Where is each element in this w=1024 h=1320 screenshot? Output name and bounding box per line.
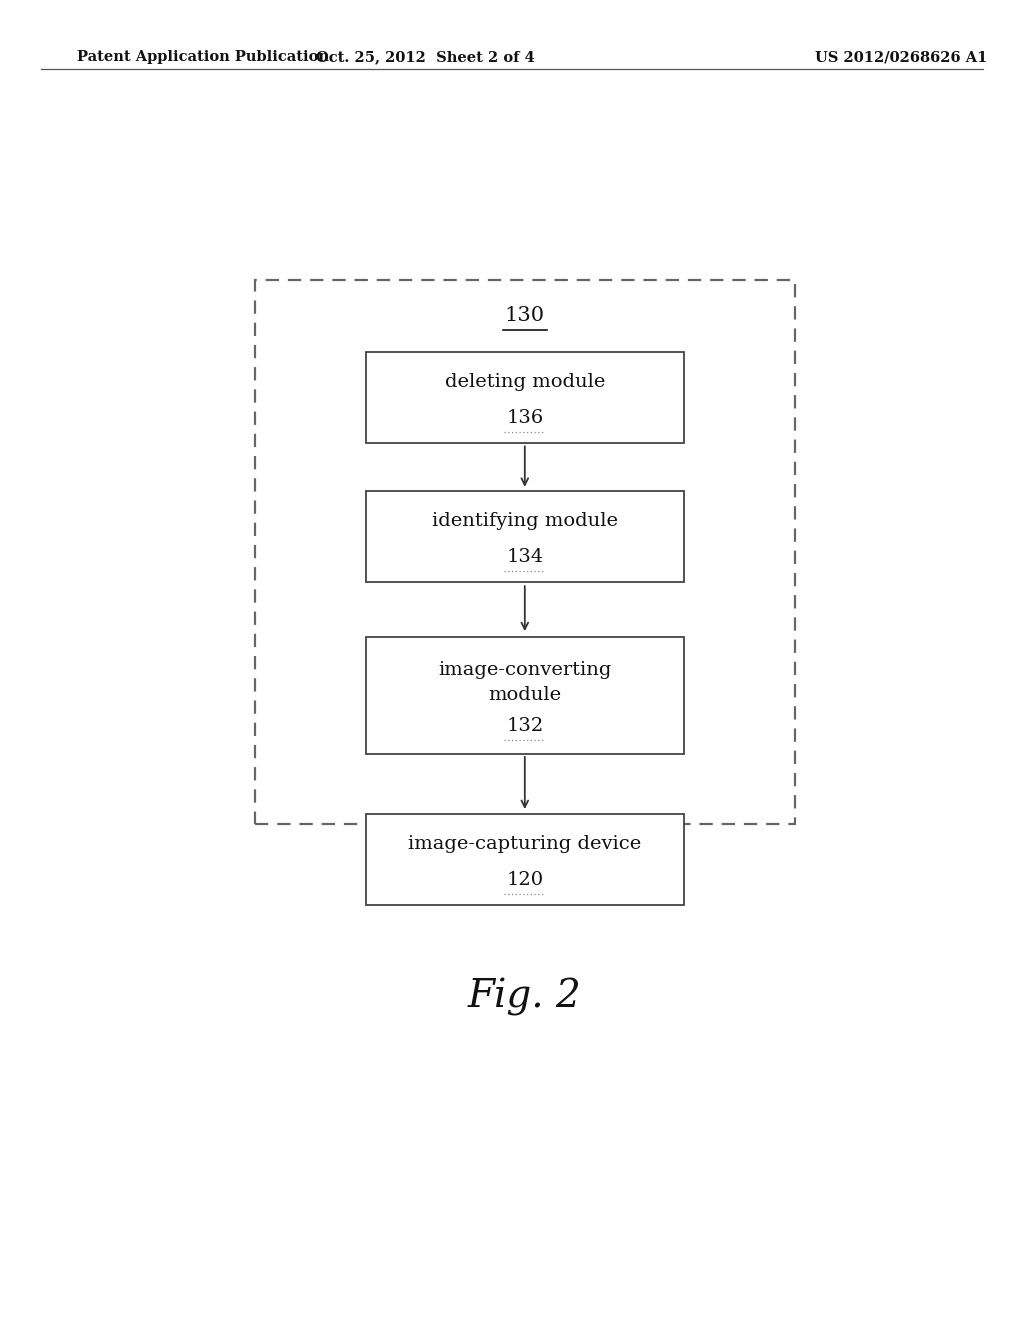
Text: image-capturing device: image-capturing device xyxy=(409,836,641,854)
Text: deleting module: deleting module xyxy=(444,374,605,391)
Text: 132: 132 xyxy=(506,717,544,734)
Text: US 2012/0268626 A1: US 2012/0268626 A1 xyxy=(815,50,987,65)
Text: image-converting: image-converting xyxy=(438,660,611,678)
Text: 120: 120 xyxy=(506,871,544,890)
Bar xyxy=(367,814,684,906)
Text: Oct. 25, 2012  Sheet 2 of 4: Oct. 25, 2012 Sheet 2 of 4 xyxy=(315,50,535,65)
Text: identifying module: identifying module xyxy=(432,512,617,531)
Point xyxy=(497,322,509,338)
Text: 136: 136 xyxy=(506,409,544,426)
Point xyxy=(540,731,552,747)
Bar xyxy=(367,351,684,444)
Point xyxy=(540,886,552,902)
Point xyxy=(541,322,553,338)
Point xyxy=(540,564,552,579)
Text: 130: 130 xyxy=(505,306,545,326)
Text: Patent Application Publication: Patent Application Publication xyxy=(77,50,329,65)
Point xyxy=(498,731,510,747)
Point xyxy=(498,424,510,440)
Point xyxy=(498,564,510,579)
Point xyxy=(540,424,552,440)
Bar xyxy=(367,491,684,582)
Bar xyxy=(255,280,795,824)
Point xyxy=(498,886,510,902)
Text: Fig. 2: Fig. 2 xyxy=(468,978,582,1016)
Text: module: module xyxy=(488,686,561,704)
Text: 134: 134 xyxy=(506,548,544,566)
Bar xyxy=(367,636,684,754)
